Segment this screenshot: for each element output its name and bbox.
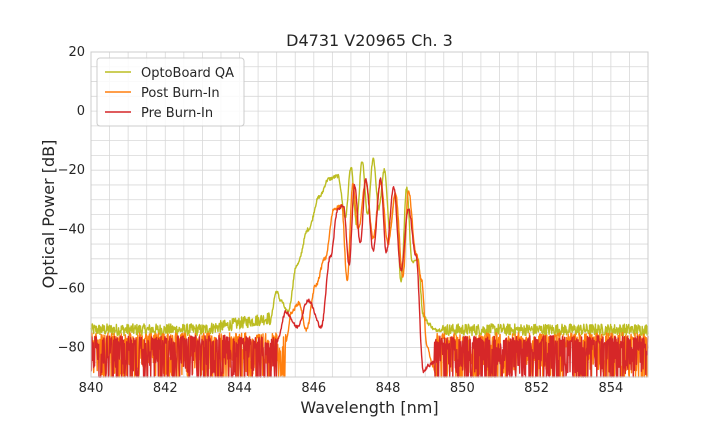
x-axis-title: Wavelength [nm]: [300, 398, 438, 417]
x-tick-label: 854: [598, 381, 623, 396]
legend-label: OptoBoard QA: [141, 66, 234, 81]
x-tick-label: 846: [301, 381, 326, 396]
y-tick-label: −20: [58, 163, 85, 178]
y-axis-title: Optical Power [dB]: [39, 140, 58, 289]
y-tick-label: −40: [58, 222, 85, 237]
x-tick-label: 840: [79, 381, 104, 396]
y-tick-label: −80: [58, 340, 85, 355]
x-tick-label: 848: [376, 381, 401, 396]
y-tick-label: 20: [68, 45, 85, 60]
legend-label: Pre Burn-In: [141, 106, 213, 121]
x-tick-label: 850: [450, 381, 475, 396]
x-tick-label: 842: [153, 381, 178, 396]
x-tick-label: 852: [524, 381, 549, 396]
plot-frame: [90, 51, 649, 378]
x-tick-label: 844: [227, 381, 252, 396]
legend-box: [96, 57, 245, 127]
series-optoboard-qa: [90, 157, 649, 337]
series-pre-burn-in: [90, 177, 649, 378]
chart-title: D4731 V20965 Ch. 3: [286, 31, 453, 50]
series-line: [90, 157, 649, 337]
series-line: [90, 177, 649, 378]
y-tick-label: −60: [58, 281, 85, 296]
legend-label: Post Burn-In: [141, 86, 220, 101]
legend: OptoBoard QA Post Burn-In Pre Burn-In: [96, 57, 245, 127]
y-tick-label: 0: [77, 104, 85, 119]
tick-labels: 840 842 844 846 848 850 852 854 20 0 −20 −40 −60 −80: [58, 45, 624, 396]
series-layer: [90, 157, 649, 378]
